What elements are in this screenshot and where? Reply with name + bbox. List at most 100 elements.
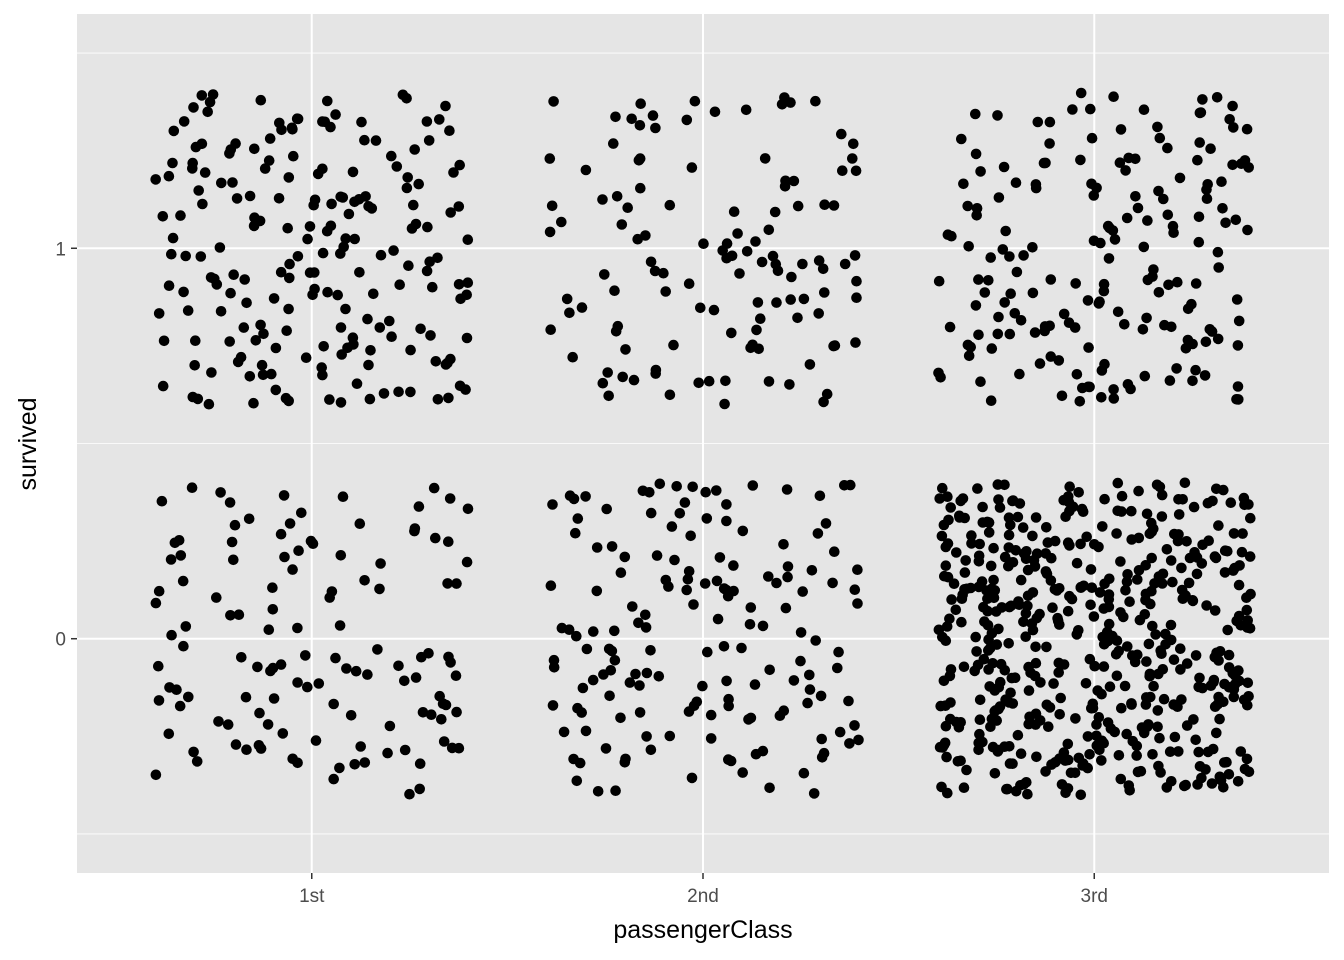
data-point (750, 748, 762, 760)
axes: 0 1 1st 2nd 3rd (55, 239, 1108, 907)
data-point (984, 681, 995, 692)
data-point (819, 287, 830, 298)
data-point (650, 122, 661, 134)
data-point (158, 335, 170, 347)
data-point (650, 364, 662, 376)
data-point (1004, 741, 1015, 752)
data-point (322, 286, 333, 298)
data-point (938, 739, 950, 751)
data-point (712, 613, 724, 625)
data-point (718, 641, 730, 652)
data-point (1010, 785, 1022, 797)
data-point (785, 294, 796, 305)
data-point (1122, 641, 1133, 652)
data-point (310, 735, 322, 746)
data-point (1096, 365, 1108, 376)
data-point (255, 319, 266, 331)
data-point (1060, 511, 1071, 522)
data-point (388, 245, 399, 256)
data-point (1233, 315, 1245, 327)
data-point (1190, 650, 1202, 661)
data-point (284, 258, 295, 270)
data-point (1006, 672, 1018, 684)
data-point (601, 503, 612, 515)
data-point (1111, 635, 1123, 646)
data-point (1082, 381, 1094, 393)
data-point (324, 592, 336, 603)
data-point (966, 538, 977, 549)
data-point (1205, 143, 1216, 154)
data-point (836, 128, 847, 140)
data-point (1029, 327, 1041, 338)
data-point (764, 664, 775, 676)
data-point (287, 124, 298, 135)
data-point (726, 327, 737, 339)
data-point (1132, 202, 1144, 214)
data-point (394, 279, 406, 291)
data-point (820, 518, 832, 529)
data-point (1000, 225, 1011, 237)
data-point (756, 256, 768, 268)
data-point (771, 577, 782, 589)
data-point (1004, 601, 1015, 613)
data-point (849, 250, 861, 261)
data-point (1088, 611, 1100, 622)
data-point (570, 527, 581, 539)
data-point (700, 486, 711, 498)
data-point (213, 716, 224, 727)
data-point (1071, 629, 1083, 640)
data-point (986, 343, 998, 354)
data-point (973, 329, 984, 341)
data-point (238, 322, 250, 333)
data-point (405, 344, 416, 356)
data-point (1051, 585, 1063, 596)
data-point (1241, 123, 1253, 135)
data-point (1062, 605, 1074, 617)
data-point (1172, 535, 1184, 547)
data-point (987, 658, 998, 669)
data-point (1144, 670, 1155, 682)
data-point (1191, 568, 1203, 580)
data-point (1242, 224, 1253, 236)
data-point (956, 616, 967, 628)
data-point (229, 519, 241, 531)
data-point (974, 694, 986, 706)
data-point (755, 313, 766, 325)
data-point (581, 643, 593, 655)
data-point (171, 684, 182, 695)
data-point (634, 680, 645, 691)
data-point (1071, 369, 1083, 380)
data-point (335, 322, 347, 333)
data-point (771, 297, 782, 308)
data-point (1082, 295, 1094, 306)
data-point (1018, 616, 1029, 628)
data-point (936, 530, 948, 542)
data-point (460, 384, 471, 395)
data-point (989, 768, 1001, 779)
data-point (651, 550, 663, 561)
data-point (414, 783, 426, 795)
data-point (1030, 657, 1042, 669)
data-point (845, 479, 856, 491)
data-point (1013, 599, 1025, 610)
data-point (1096, 688, 1107, 700)
data-point (1209, 651, 1221, 663)
data-point (1103, 253, 1115, 264)
data-point (610, 111, 621, 123)
data-point (186, 482, 198, 494)
data-point (619, 551, 631, 563)
data-point (163, 170, 175, 182)
data-point (1160, 628, 1171, 640)
data-point (313, 678, 325, 689)
data-point (268, 693, 280, 704)
data-point (666, 521, 678, 532)
data-point (1161, 782, 1173, 793)
data-point (1063, 317, 1075, 329)
data-point (546, 200, 558, 212)
data-point (274, 117, 285, 129)
data-point (224, 497, 236, 508)
data-point (572, 702, 583, 714)
data-point (995, 676, 1006, 688)
data-point (982, 620, 994, 631)
data-point (228, 269, 239, 281)
